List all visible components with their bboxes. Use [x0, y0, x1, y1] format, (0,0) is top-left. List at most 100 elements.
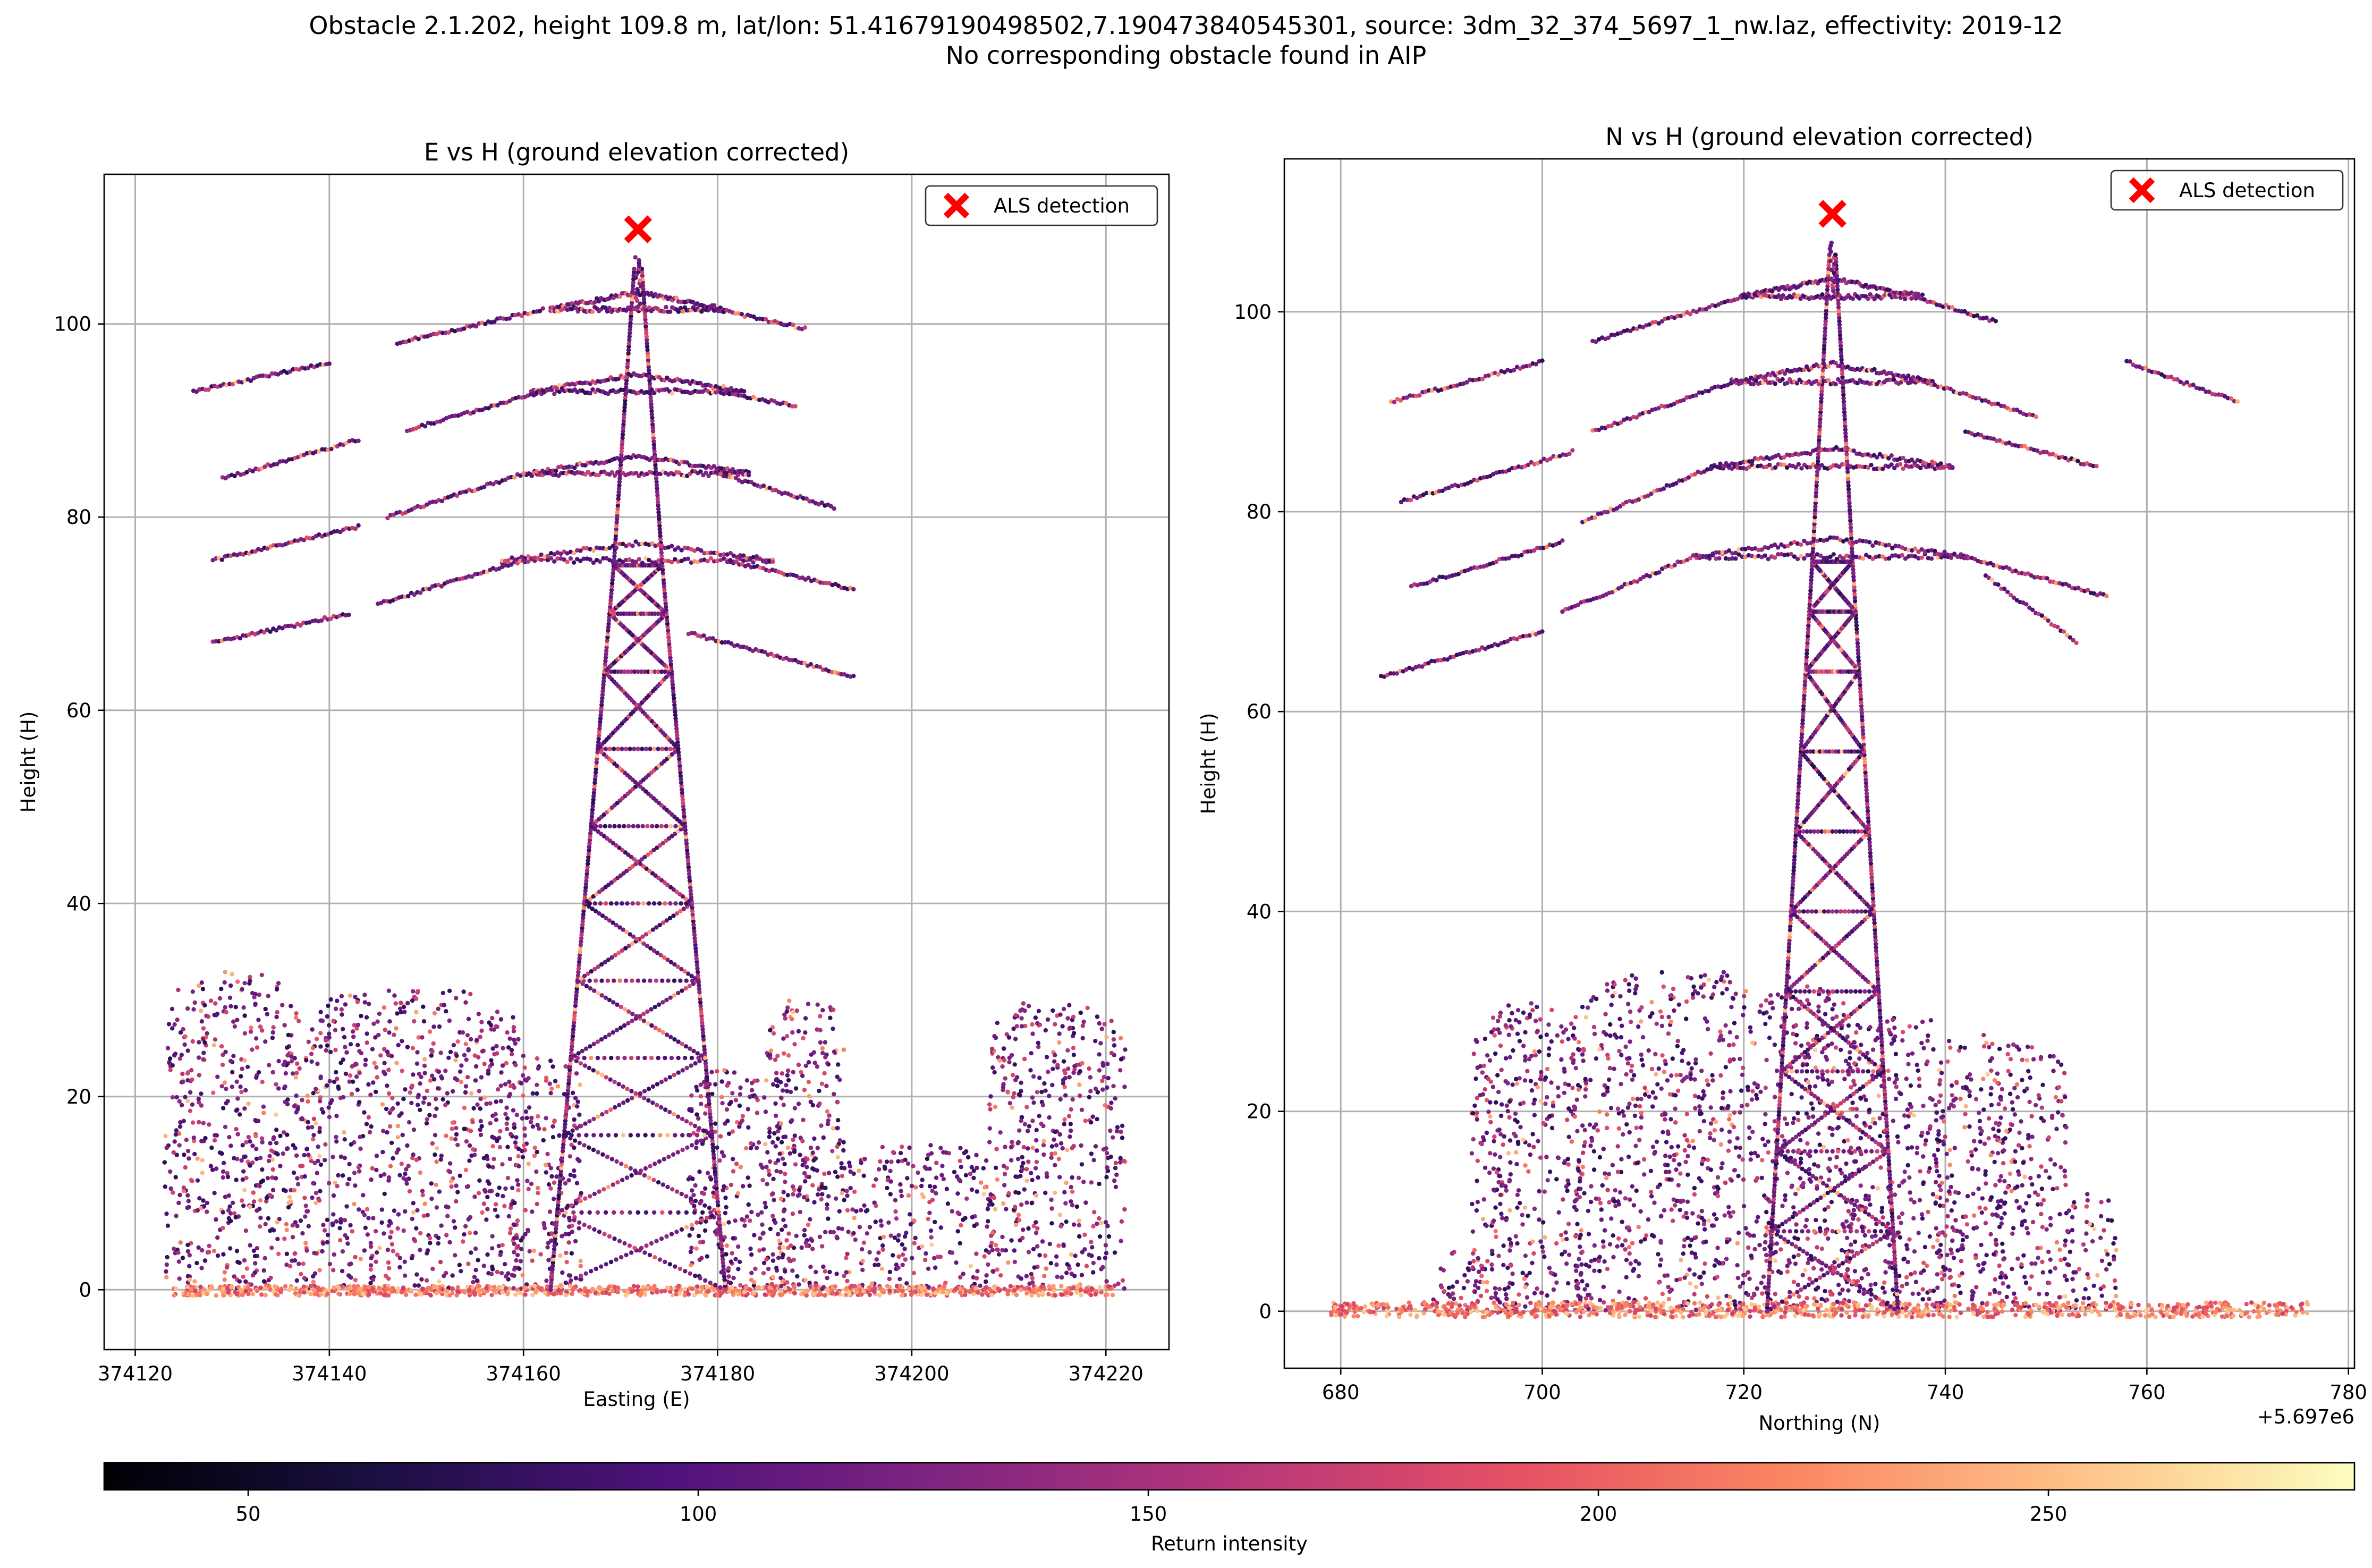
vegetation-point	[778, 1095, 784, 1100]
vegetation-point	[346, 1273, 351, 1278]
tower-brace-point	[611, 1030, 615, 1035]
vegetation-point	[232, 1211, 237, 1216]
vegetation-point	[289, 1059, 294, 1064]
vegetation-point	[476, 1012, 481, 1016]
vegetation-point	[252, 995, 257, 999]
vegetation-point	[284, 1262, 289, 1267]
ground-point	[770, 1291, 776, 1295]
tower-brace-point	[636, 747, 640, 751]
tower-brace-point	[633, 1168, 638, 1173]
vegetation-point	[354, 1074, 359, 1079]
ground-point	[1069, 1291, 1074, 1296]
vegetation-point	[309, 1158, 314, 1164]
vegetation-point	[266, 994, 270, 998]
vegetation-point	[995, 1021, 1000, 1025]
tower-brace-point	[679, 1227, 684, 1232]
vegetation-point	[930, 1189, 935, 1193]
ground-point	[1022, 1286, 1027, 1291]
tower-point	[628, 317, 633, 322]
tower-brace-point	[587, 1194, 592, 1199]
vegetation-point	[431, 1041, 436, 1046]
vegetation-point	[998, 1273, 1003, 1278]
vegetation-point	[880, 1145, 885, 1149]
tower-brace-point	[569, 1055, 573, 1061]
tower-brace-point	[679, 901, 683, 906]
vegetation-point	[888, 1168, 893, 1173]
vegetation-point	[397, 1265, 402, 1270]
tower-brace-point	[649, 1007, 654, 1012]
vegetation-point	[524, 1115, 529, 1121]
ground-point	[283, 1284, 288, 1289]
tower-brace-point	[628, 1133, 633, 1138]
vegetation-point	[495, 1214, 500, 1219]
vegetation-point	[195, 1208, 200, 1213]
tower-point	[573, 997, 579, 1002]
vegetation-point	[761, 1247, 766, 1252]
tower-point	[699, 1007, 704, 1012]
vegetation-point	[231, 1054, 236, 1058]
vegetation-point	[305, 1094, 310, 1098]
vegetation-point	[1111, 1083, 1116, 1089]
vegetation-point	[478, 1132, 484, 1138]
vegetation-point	[341, 1027, 345, 1032]
vegetation-point	[993, 1165, 998, 1170]
tower-point	[682, 817, 687, 823]
vegetation-point	[1119, 1129, 1123, 1134]
tower-point	[712, 1162, 717, 1167]
vegetation-point	[446, 1055, 451, 1061]
vegetation-point	[190, 1102, 195, 1107]
vegetation-point	[233, 1215, 238, 1220]
tower-point	[617, 483, 622, 488]
tower-brace-point	[643, 1210, 649, 1215]
tower-point	[575, 973, 581, 978]
vegetation-point	[190, 1179, 194, 1183]
vegetation-point	[255, 1045, 260, 1050]
vegetation-point	[395, 1101, 400, 1106]
tower-point	[722, 1274, 727, 1279]
vegetation-point	[1068, 1128, 1073, 1133]
tower-point	[707, 1108, 713, 1113]
vegetation-point	[904, 1281, 909, 1286]
vegetation-point	[394, 1061, 399, 1065]
vegetation-point	[196, 984, 201, 988]
vegetation-point	[1079, 1143, 1083, 1148]
tower-brace-point	[612, 978, 616, 983]
vegetation-point	[326, 1003, 331, 1008]
vegetation-point	[190, 1039, 195, 1044]
tower-point	[708, 1115, 713, 1120]
vegetation-point	[261, 1111, 266, 1115]
vegetation-point	[358, 1257, 363, 1261]
tower-brace-point	[582, 1055, 587, 1061]
vegetation-point	[790, 1118, 794, 1123]
vegetation-point	[410, 998, 415, 1003]
vegetation-point	[333, 1006, 338, 1011]
vegetation-point	[238, 1084, 243, 1089]
ground-point	[635, 1288, 640, 1293]
tower-point	[660, 571, 665, 575]
tower-point	[692, 929, 697, 934]
tower-brace-point	[625, 901, 630, 906]
vegetation-point	[1097, 1021, 1102, 1026]
tower-brace-point	[703, 1278, 708, 1283]
tower-point	[608, 598, 613, 603]
vegetation-point	[574, 1071, 579, 1076]
vegetation-point	[411, 989, 416, 994]
vegetation-point	[888, 1192, 893, 1197]
tower-point	[569, 1050, 574, 1056]
vegetation-point	[268, 1141, 273, 1146]
tower-brace-point	[612, 1210, 616, 1215]
vegetation-point	[1120, 1135, 1125, 1140]
vegetation-point	[228, 1143, 233, 1148]
tower-point	[710, 1139, 715, 1143]
tower-brace-point	[587, 1119, 592, 1124]
vegetation-point	[444, 1009, 448, 1014]
vegetation-point	[799, 1245, 804, 1250]
ground-point	[835, 1291, 840, 1296]
vegetation-point	[536, 1066, 541, 1071]
tower-brace-point	[673, 901, 678, 906]
vegetation-point	[563, 1232, 568, 1236]
ground-point	[1039, 1284, 1044, 1289]
vegetation-point	[227, 995, 233, 1001]
tower-brace-point	[659, 1236, 664, 1241]
tower-brace-point	[595, 1070, 600, 1075]
